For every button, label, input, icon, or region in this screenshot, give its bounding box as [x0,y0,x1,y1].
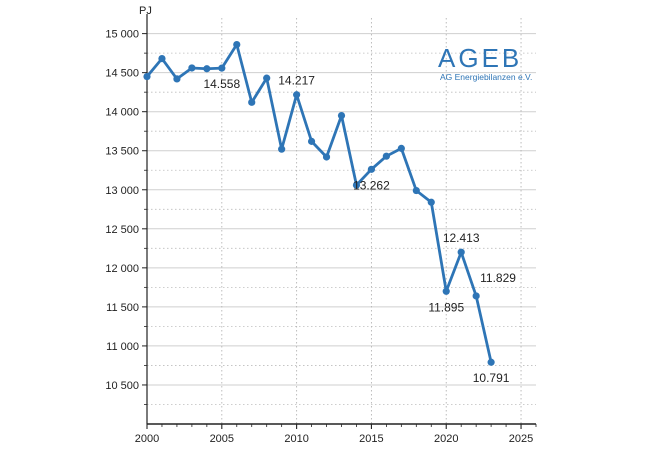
data-point [218,64,226,72]
logo-title: AGEB [438,43,522,73]
data-point [337,111,346,120]
data-point [173,75,181,83]
data-point [412,186,420,195]
y-tick-label: 10 500 [105,380,139,392]
y-tick-label: 15 000 [105,29,139,41]
x-tick-label: 2005 [210,433,234,445]
y-tick-label: 12 500 [105,224,139,236]
data-point [158,55,166,63]
data-point [397,144,405,152]
y-tick-label: 11 000 [106,341,139,353]
logo-subtitle: AG Energiebilanzen e.V. [440,72,532,82]
data-label: 14.217 [278,74,315,88]
data-label: 11.895 [428,300,464,314]
data-point [263,74,271,82]
x-tick-label: 2015 [359,433,383,445]
data-label: 13.262 [353,178,390,192]
data-point [442,287,450,295]
data-label: 14.558 [203,77,240,91]
y-tick-label: 12 000 [105,263,139,275]
y-tick-label: 11 500 [106,302,139,314]
data-point [352,181,361,189]
data-point [188,64,196,72]
y-axis-ticks: 10 500 11 000 11 500 12 000 12 500 13 000 13 5… [105,29,147,405]
y-tick-label: 14 000 [105,107,139,119]
x-axis-ticks: 2000 2005 2010 2015 2020 2025 [135,424,537,445]
data-point [367,165,376,173]
x-tick-label: 2025 [509,433,533,445]
data-label: 12.413 [443,231,480,245]
data-point [293,91,301,99]
data-point [203,65,211,73]
data-point [457,248,465,256]
data-point [307,137,316,145]
data-points [143,40,495,366]
data-point [382,152,390,160]
y-tick-label: 13 000 [105,185,139,197]
y-tick-label: 13 500 [105,146,139,158]
data-point [233,40,241,49]
data-point [143,72,151,81]
data-label: 11.829 [480,271,516,285]
data-point [427,198,435,206]
ageb-logo: AGEB AG Energiebilanzen e.V. [438,43,532,82]
grid-lines [147,18,536,424]
data-labels: 14.558 14.217 13.262 11.895 12.413 11.829 10.7… [203,74,516,385]
x-tick-label: 2000 [135,433,159,445]
data-point [487,358,495,366]
x-tick-label: 2020 [434,433,458,445]
data-point [322,153,331,161]
data-point [278,145,286,153]
data-point [472,292,480,300]
data-label: 10.791 [473,371,510,385]
data-point [248,98,256,106]
y-axis-unit-label: PJ [139,5,152,17]
x-tick-label: 2010 [284,433,308,445]
y-tick-label: 14 500 [105,68,139,80]
